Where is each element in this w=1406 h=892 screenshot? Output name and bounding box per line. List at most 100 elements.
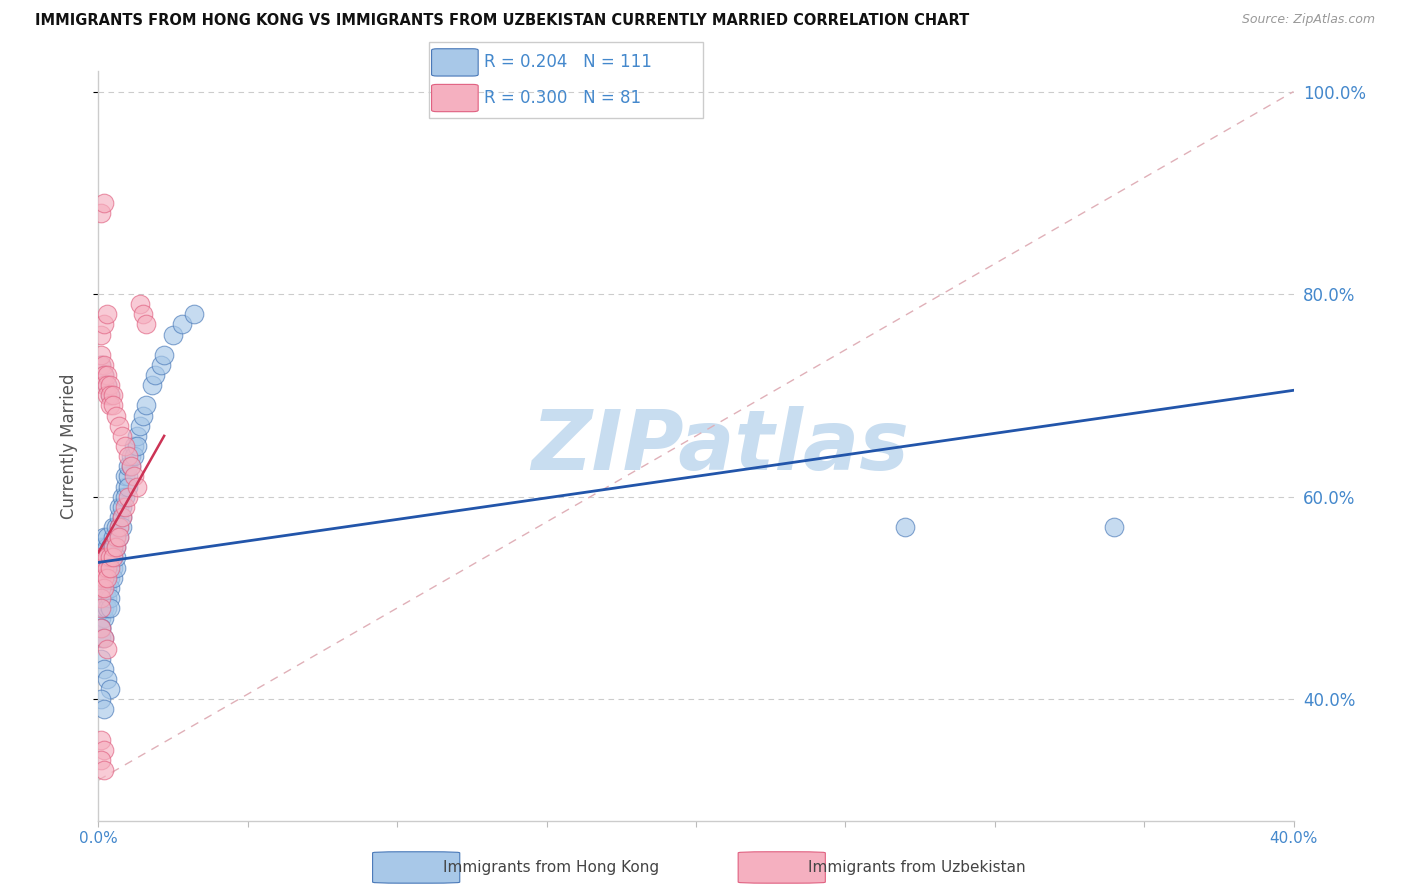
Point (117, 479, 139, 493)
FancyBboxPatch shape (373, 852, 460, 883)
Point (96, 601, 118, 615)
Point (103, 388, 125, 402)
Point (90, 621, 112, 635)
Point (103, 530, 125, 544)
Point (127, 429, 149, 443)
Point (98, 550, 122, 565)
Point (1104, 520, 1126, 534)
Point (114, 469, 136, 483)
Point (105, 530, 128, 544)
Point (98, 560, 122, 574)
Point (96, 388, 118, 402)
Point (98, 571, 122, 585)
Point (129, 418, 152, 433)
Point (93, 763, 115, 777)
Point (108, 520, 131, 534)
Point (117, 449, 139, 463)
Point (132, 409, 155, 423)
Point (98, 378, 122, 392)
Point (108, 530, 131, 544)
FancyBboxPatch shape (432, 49, 478, 76)
Point (90, 550, 112, 565)
Point (120, 459, 142, 474)
Point (117, 490, 139, 504)
Point (108, 418, 131, 433)
Point (105, 560, 128, 574)
Point (96, 560, 118, 574)
Point (98, 601, 122, 615)
Point (98, 541, 122, 555)
Point (98, 388, 122, 402)
Point (103, 520, 125, 534)
Point (103, 399, 125, 413)
Point (90, 560, 112, 574)
Point (98, 550, 122, 565)
Point (93, 550, 115, 565)
Point (141, 378, 163, 392)
Point (96, 672, 118, 686)
Point (96, 591, 118, 605)
Point (117, 459, 139, 474)
Point (93, 560, 115, 574)
Point (90, 358, 112, 372)
Point (127, 439, 149, 453)
Point (111, 429, 134, 443)
Point (120, 449, 142, 463)
Point (96, 550, 118, 565)
Point (108, 500, 131, 514)
Point (90, 571, 112, 585)
Point (90, 591, 112, 605)
Point (120, 459, 142, 474)
Point (93, 581, 115, 595)
Point (90, 753, 112, 767)
Point (90, 601, 112, 615)
Text: IMMIGRANTS FROM HONG KONG VS IMMIGRANTS FROM UZBEKISTAN CURRENTLY MARRIED CORREL: IMMIGRANTS FROM HONG KONG VS IMMIGRANTS … (35, 13, 969, 29)
Point (96, 541, 118, 555)
Point (132, 307, 155, 321)
Point (93, 318, 115, 332)
Point (90, 732, 112, 747)
Point (93, 743, 115, 757)
Point (124, 449, 146, 463)
Point (124, 469, 146, 483)
Point (114, 490, 136, 504)
Point (90, 571, 112, 585)
Point (98, 388, 122, 402)
Point (105, 530, 128, 544)
Point (98, 560, 122, 574)
Point (90, 550, 112, 565)
Point (105, 541, 128, 555)
Point (135, 399, 157, 413)
Point (90, 692, 112, 706)
Point (98, 581, 122, 595)
Point (135, 318, 157, 332)
Point (108, 530, 131, 544)
Point (103, 541, 125, 555)
Text: Source: ZipAtlas.com: Source: ZipAtlas.com (1241, 13, 1375, 27)
Text: Immigrants from Hong Kong: Immigrants from Hong Kong (443, 860, 659, 875)
Point (98, 399, 122, 413)
Point (111, 509, 134, 524)
Point (93, 632, 115, 646)
Point (90, 206, 112, 220)
Point (114, 479, 136, 493)
Point (105, 520, 128, 534)
Point (93, 560, 115, 574)
Point (103, 550, 125, 565)
Point (93, 378, 115, 392)
Point (93, 530, 115, 544)
Point (117, 469, 139, 483)
Point (93, 196, 115, 211)
Point (93, 368, 115, 383)
Point (90, 541, 112, 555)
Point (96, 641, 118, 656)
Point (93, 358, 115, 372)
Point (90, 358, 112, 372)
Point (172, 318, 194, 332)
Point (105, 550, 128, 565)
Point (96, 560, 118, 574)
Point (108, 509, 131, 524)
Point (150, 358, 173, 372)
Point (183, 307, 205, 321)
Text: R = 0.300   N = 81: R = 0.300 N = 81 (484, 89, 641, 107)
